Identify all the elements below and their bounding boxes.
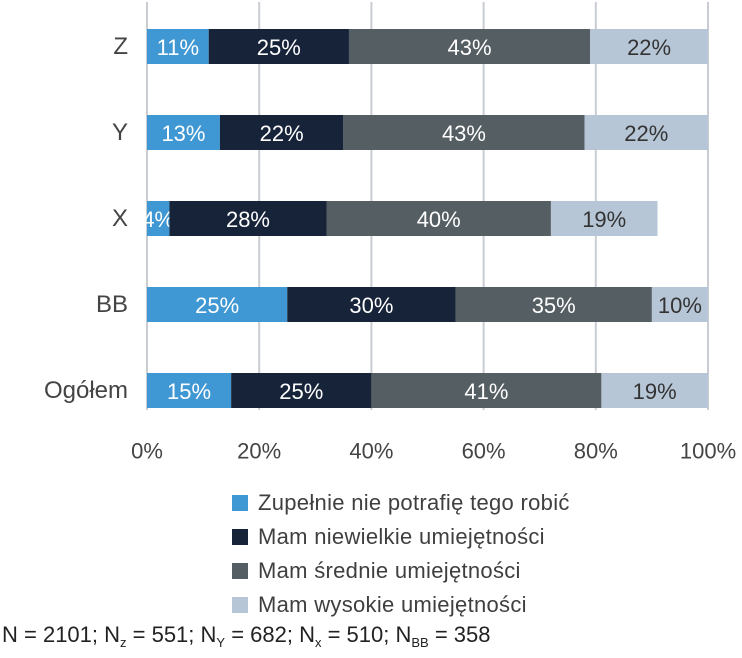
bar-segment bbox=[343, 115, 585, 150]
data-label: 41% bbox=[464, 379, 508, 404]
bar-segment bbox=[601, 373, 708, 408]
footnote-x-sub: x bbox=[314, 635, 322, 650]
bar-segment bbox=[208, 29, 349, 64]
category-label: Z bbox=[113, 33, 128, 60]
legend: Zupełnie nie potrafię tego robić Mam nie… bbox=[232, 486, 570, 622]
category-label: Y bbox=[112, 119, 128, 146]
data-label: 40% bbox=[417, 207, 461, 232]
legend-item-high: Mam wysokie umiejętności bbox=[232, 588, 570, 622]
data-label: 11% bbox=[157, 35, 199, 60]
data-label: 25% bbox=[195, 293, 239, 318]
data-label: 22% bbox=[260, 121, 304, 146]
bar-segment bbox=[147, 373, 232, 408]
category-label: BB bbox=[96, 291, 128, 318]
bar-segment bbox=[590, 29, 708, 64]
bar-segment bbox=[147, 115, 220, 150]
data-label: 25% bbox=[279, 379, 323, 404]
footnote-z-sub: z bbox=[120, 635, 127, 650]
bar-segment bbox=[231, 373, 372, 408]
data-label: 43% bbox=[448, 35, 492, 60]
data-label: 22% bbox=[627, 35, 671, 60]
data-label: 35% bbox=[532, 293, 576, 318]
x-tick-label: 0% bbox=[131, 439, 163, 464]
stacked-bar-chart: Z 11% 25% 43% 22% Y 13% 22% 43% 22% X 4% 28% 40% 19% BB… bbox=[44, 2, 736, 464]
x-tick-label: 40% bbox=[349, 439, 393, 464]
bar-segment bbox=[455, 287, 652, 322]
bar-segment bbox=[147, 201, 170, 236]
data-label: 19% bbox=[633, 379, 677, 404]
x-tick-label: 60% bbox=[462, 439, 506, 464]
data-label: 43% bbox=[442, 121, 486, 146]
legend-label-medium: Mam średnie umiejętności bbox=[258, 558, 521, 583]
data-label: 4% bbox=[142, 207, 174, 232]
legend-swatch-none bbox=[232, 495, 248, 511]
bar-segment bbox=[584, 115, 708, 150]
data-label: 13% bbox=[161, 121, 205, 146]
category-label: Ogółem bbox=[44, 377, 128, 404]
x-tick-label: 80% bbox=[574, 439, 618, 464]
bar-segment bbox=[169, 201, 327, 236]
legend-label-high: Mam wysokie umiejętności bbox=[258, 592, 527, 617]
data-label: 30% bbox=[349, 293, 393, 318]
legend-swatch-medium bbox=[232, 563, 248, 579]
bar-segment bbox=[147, 287, 288, 322]
bar-segment bbox=[147, 29, 209, 64]
legend-swatch-high bbox=[232, 597, 248, 613]
data-label: 10% bbox=[658, 293, 702, 318]
legend-item-low: Mam niewielkie umiejętności bbox=[232, 520, 570, 554]
data-label: 15% bbox=[167, 379, 211, 404]
legend-label-low: Mam niewielkie umiejętności bbox=[258, 524, 545, 549]
legend-item-none: Zupełnie nie potrafię tego robić bbox=[232, 486, 570, 520]
sample-size-footnote: N = 2101; Nz = 551; NY = 682; Nx = 510; … bbox=[2, 622, 490, 650]
legend-item-medium: Mam średnie umiejętności bbox=[232, 554, 570, 588]
footnote-x-value: = 510; N bbox=[321, 622, 412, 647]
legend-label-none: Zupełnie nie potrafię tego robić bbox=[258, 490, 570, 515]
footnote-bb-value: = 358 bbox=[428, 622, 491, 647]
footnote-y-sub: Y bbox=[216, 635, 226, 650]
bar-segment bbox=[348, 29, 591, 64]
bar-segment bbox=[651, 287, 708, 322]
footnote-bb-sub: BB bbox=[411, 635, 429, 650]
data-label: 25% bbox=[257, 35, 301, 60]
bar-segment bbox=[550, 201, 658, 236]
legend-swatch-low bbox=[232, 529, 248, 545]
data-label: 28% bbox=[226, 207, 270, 232]
x-tick-label: 100% bbox=[680, 439, 736, 464]
bar-segment bbox=[219, 115, 344, 150]
bar-segment bbox=[287, 287, 456, 322]
footnote-z-value: = 551; N bbox=[126, 622, 217, 647]
data-label: 19% bbox=[582, 207, 626, 232]
footnote-total: N = 2101; N bbox=[2, 622, 121, 647]
data-label: 22% bbox=[624, 121, 668, 146]
footnote-y-value: = 682; N bbox=[225, 622, 315, 647]
category-label: X bbox=[112, 205, 128, 232]
x-tick-label: 20% bbox=[237, 439, 281, 464]
bar-segment bbox=[371, 373, 602, 408]
bar-segment bbox=[326, 201, 551, 236]
